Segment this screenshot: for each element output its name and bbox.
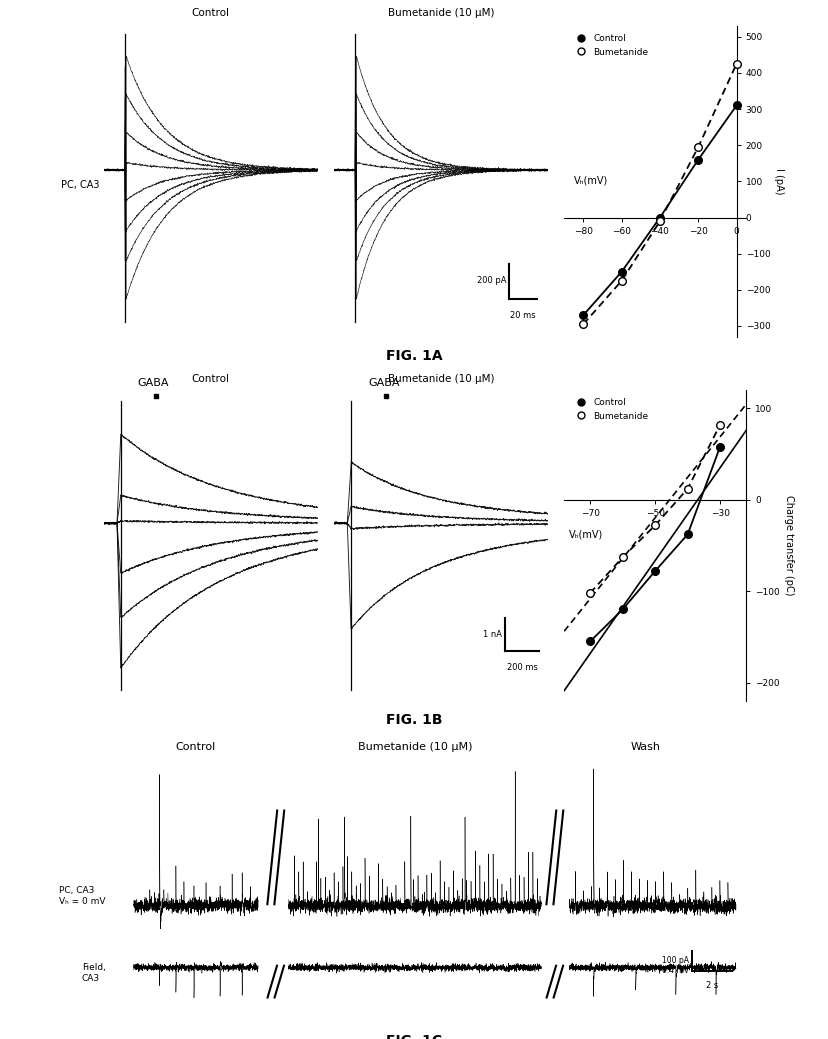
- Text: 100 pA: 100 pA: [661, 956, 688, 965]
- Text: Bumetanide (10 μM): Bumetanide (10 μM): [388, 8, 493, 19]
- Text: PC, CA3: PC, CA3: [60, 180, 99, 190]
- Text: Control: Control: [191, 374, 229, 384]
- Text: FIG. 1B: FIG. 1B: [386, 714, 442, 727]
- Text: Control: Control: [191, 8, 229, 19]
- Text: Field,
CA3: Field, CA3: [82, 963, 105, 983]
- Text: 200 ms: 200 ms: [506, 663, 537, 672]
- Text: FIG. 1C: FIG. 1C: [386, 1034, 442, 1039]
- Text: GABA: GABA: [368, 378, 399, 388]
- Text: 0.4 mV: 0.4 mV: [661, 966, 688, 976]
- Text: 1 nA: 1 nA: [483, 630, 501, 639]
- Text: Bumetanide (10 μM): Bumetanide (10 μM): [357, 742, 471, 752]
- X-axis label: Vₕ(mV): Vₕ(mV): [574, 176, 608, 185]
- Text: 200 pA: 200 pA: [476, 276, 506, 286]
- Text: 20 ms: 20 ms: [510, 311, 536, 320]
- Text: PC, CA3
Vₕ = 0 mV: PC, CA3 Vₕ = 0 mV: [59, 886, 105, 906]
- Y-axis label: I (pA): I (pA): [773, 168, 783, 194]
- Text: Bumetanide (10 μM): Bumetanide (10 μM): [388, 374, 493, 384]
- X-axis label: Vₕ(mV): Vₕ(mV): [568, 530, 603, 540]
- Text: 2 s: 2 s: [705, 981, 717, 990]
- Text: Wash: Wash: [630, 742, 660, 752]
- Y-axis label: Charge transfer (pC): Charge transfer (pC): [783, 496, 793, 595]
- Text: GABA: GABA: [137, 378, 169, 388]
- Text: FIG. 1A: FIG. 1A: [386, 349, 442, 364]
- Legend: Control, Bumetanide: Control, Bumetanide: [568, 395, 651, 424]
- Legend: Control, Bumetanide: Control, Bumetanide: [568, 30, 651, 60]
- Text: Control: Control: [176, 742, 216, 752]
